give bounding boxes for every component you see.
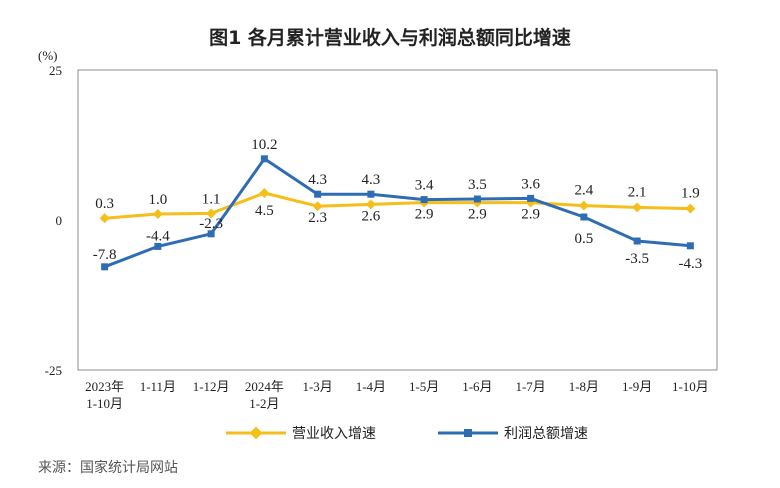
data-label-revenue: 2.9 bbox=[521, 207, 540, 223]
x-tick-label: 1-8月 bbox=[569, 379, 599, 394]
data-label-revenue: 2.9 bbox=[415, 207, 434, 223]
data-point-revenue bbox=[685, 203, 696, 214]
data-point-profit bbox=[686, 242, 694, 250]
data-point-revenue bbox=[152, 209, 163, 219]
data-point-profit bbox=[633, 237, 641, 245]
y-tick-label: 0 bbox=[56, 213, 63, 228]
y-tick-label: 25 bbox=[49, 63, 62, 78]
series-line-profit bbox=[104, 157, 691, 269]
data-point-profit bbox=[314, 190, 322, 198]
series-line-revenue bbox=[104, 191, 691, 220]
x-tick-label: 1-5月 bbox=[409, 379, 439, 394]
data-label-profit: 3.6 bbox=[521, 176, 540, 192]
x-tick-label: 2023年 bbox=[85, 379, 124, 394]
x-tick-label: 1-4月 bbox=[356, 379, 386, 394]
y-tick-label: -25 bbox=[45, 363, 62, 378]
data-point-profit bbox=[580, 213, 588, 221]
data-label-profit: -7.8 bbox=[93, 247, 117, 263]
x-tick-label: 1-3月 bbox=[302, 379, 332, 394]
x-tick-label: 1-10月 bbox=[86, 396, 123, 411]
data-label-profit: -3.5 bbox=[625, 251, 649, 267]
data-label-profit: 10.2 bbox=[251, 137, 277, 153]
data-point-revenue bbox=[365, 199, 376, 210]
data-point-revenue bbox=[99, 213, 110, 224]
data-label-profit: 3.4 bbox=[415, 178, 434, 194]
data-label-revenue: 4.5 bbox=[255, 203, 274, 219]
data-label-profit: 0.5 bbox=[575, 231, 594, 247]
data-label-profit: 3.5 bbox=[468, 177, 487, 193]
legend-marker-profit bbox=[464, 429, 472, 437]
data-label-revenue: 2.1 bbox=[628, 184, 647, 200]
x-tick-label: 1-9月 bbox=[622, 379, 652, 394]
source-note: 来源：国家统计局网站 bbox=[38, 459, 178, 476]
x-tick-label: 2024年 bbox=[245, 379, 284, 394]
data-label-revenue: 0.3 bbox=[95, 196, 114, 212]
data-point-profit bbox=[101, 263, 109, 271]
data-point-profit bbox=[154, 242, 162, 250]
data-point-profit bbox=[420, 196, 428, 204]
x-tick-label: 1-12月 bbox=[193, 379, 230, 394]
legend-marker-revenue bbox=[249, 426, 263, 440]
data-label-revenue: 2.4 bbox=[575, 183, 594, 199]
x-tick-label: 1-2月 bbox=[249, 396, 279, 411]
data-label-revenue: 1.1 bbox=[202, 191, 221, 207]
data-label-revenue: 1.9 bbox=[681, 186, 700, 202]
x-tick-label: 1-11月 bbox=[140, 379, 176, 394]
data-point-revenue bbox=[632, 202, 643, 213]
plot-area bbox=[77, 69, 718, 371]
legend-label-profit: 利润总额增速 bbox=[504, 426, 588, 442]
x-tick-label: 1-10月 bbox=[672, 379, 709, 394]
data-point-revenue bbox=[578, 200, 589, 211]
data-point-profit bbox=[260, 155, 268, 163]
x-tick-label: 1-6月 bbox=[462, 379, 492, 394]
data-label-profit: -4.3 bbox=[679, 256, 703, 272]
data-label-revenue: 1.0 bbox=[149, 192, 168, 208]
data-label-profit: 4.3 bbox=[308, 172, 327, 188]
data-point-revenue bbox=[312, 201, 323, 212]
data-point-profit bbox=[527, 194, 535, 202]
data-label-revenue: 2.3 bbox=[308, 210, 327, 226]
y-axis-unit: (%) bbox=[38, 48, 58, 63]
data-label-profit: 4.3 bbox=[362, 172, 381, 188]
data-point-profit bbox=[207, 230, 215, 238]
data-label-profit: -4.4 bbox=[146, 228, 170, 244]
data-label-revenue: 2.6 bbox=[362, 208, 381, 224]
legend-label-revenue: 营业收入增速 bbox=[292, 426, 376, 442]
x-tick-label: 1-7月 bbox=[515, 379, 545, 394]
data-point-revenue bbox=[206, 208, 217, 219]
data-point-revenue bbox=[259, 188, 270, 198]
data-label-profit: -2.3 bbox=[199, 216, 223, 232]
data-label-revenue: 2.9 bbox=[468, 207, 487, 223]
data-point-profit bbox=[473, 195, 481, 203]
chart-title: 图1 各月累计营业收入与利润总额同比增速 bbox=[209, 26, 571, 49]
data-point-profit bbox=[367, 190, 375, 198]
